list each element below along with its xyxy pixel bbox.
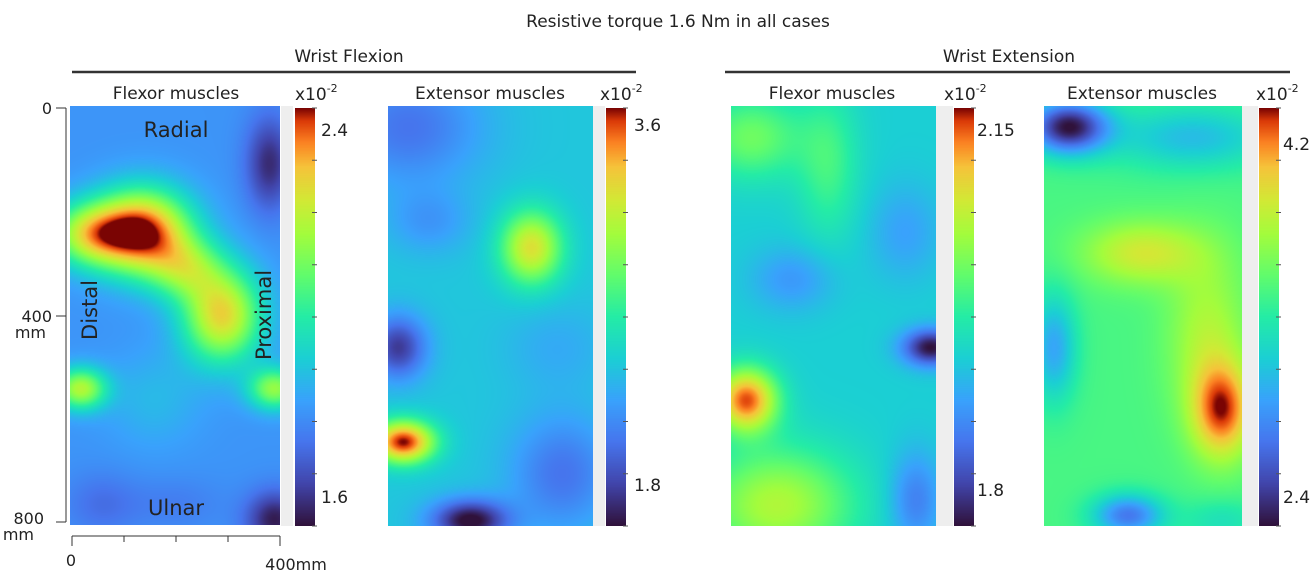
y-tick-unit-400: mm — [15, 323, 46, 342]
panel-title: Flexor muscles — [113, 84, 240, 104]
colorbar-track — [1242, 106, 1258, 526]
heatmap-flexion-flexor — [70, 106, 280, 525]
heatmap-canvas — [731, 106, 936, 526]
label-proximal: Proximal — [252, 270, 276, 360]
colorbar-canvas — [954, 108, 974, 526]
panel-extension-flexor: Flexor muscles x10-2 2.15 1.8 — [731, 82, 1015, 526]
panel-extension-extensor: Extensor muscles x10-2 4.2 2.4 — [1044, 82, 1310, 526]
colorbar-flexion-flexor — [295, 108, 315, 526]
colorbar-tick-max: 3.6 — [634, 116, 661, 136]
panel-title: Flexor muscles — [769, 84, 896, 104]
colorbar-canvas — [606, 108, 626, 526]
label-radial: Radial — [144, 118, 209, 142]
y-tick-label-400: 400 — [21, 307, 52, 326]
colorbar-flexion-extensor — [606, 108, 626, 526]
colorbar-tick-marks — [312, 107, 1281, 527]
colorbar-multiplier: x10-2 — [944, 82, 987, 105]
colorbar-tick-max: 2.15 — [977, 121, 1015, 141]
colorbar-track — [936, 106, 953, 526]
heatmap-canvas — [70, 106, 280, 525]
colorbar-canvas — [295, 108, 315, 526]
heatmap-canvas — [388, 106, 593, 526]
colorbar-track — [281, 106, 293, 526]
label-distal: Distal — [78, 280, 102, 340]
heatmap-flexion-extensor — [388, 106, 593, 526]
heatmap-extension-extensor — [1044, 106, 1242, 526]
colorbar-multiplier: x10-2 — [600, 82, 643, 105]
colorbar-extension-flexor — [954, 108, 974, 526]
colorbar-extension-extensor — [1259, 108, 1279, 526]
colorbar-multiplier: x10-2 — [295, 82, 338, 105]
heatmap-canvas — [1044, 106, 1242, 526]
y-tick-label-0: 0 — [42, 99, 52, 118]
colorbar-tick-min: 2.4 — [1283, 488, 1310, 508]
group-title-wrist-extension: Wrist Extension — [943, 47, 1075, 67]
colorbar-tick-max: 4.2 — [1283, 135, 1310, 155]
y-tick-unit-800: mm — [3, 525, 34, 544]
figure-title: Resistive torque 1.6 Nm in all cases — [526, 12, 830, 32]
colorbar-track — [593, 106, 605, 526]
panel-title: Extensor muscles — [1067, 84, 1217, 104]
colorbar-tick-min: 1.8 — [634, 476, 661, 496]
panel-flexion-flexor: Flexor muscles x10-2 2.4 1.6 Radial Ulna… — [3, 82, 348, 573]
heatmap-extension-flexor — [731, 106, 936, 526]
colorbar-tick-max: 2.4 — [321, 121, 348, 141]
colorbar-multiplier: x10-2 — [1256, 82, 1299, 105]
colorbar-tick-min: 1.8 — [977, 481, 1004, 501]
group-title-wrist-flexion: Wrist Flexion — [294, 47, 403, 67]
x-tick-label-400: 400mm — [265, 555, 327, 573]
x-tick-label-0: 0 — [66, 551, 76, 570]
colorbar-canvas — [1259, 108, 1279, 526]
label-ulnar: Ulnar — [148, 496, 204, 520]
colorbar-tick-min: 1.6 — [321, 488, 348, 508]
y-tick-label-800: 800 — [13, 509, 44, 528]
panel-flexion-extensor: Extensor muscles x10-2 3.6 1.8 — [388, 82, 661, 526]
panel-title: Extensor muscles — [415, 84, 565, 104]
